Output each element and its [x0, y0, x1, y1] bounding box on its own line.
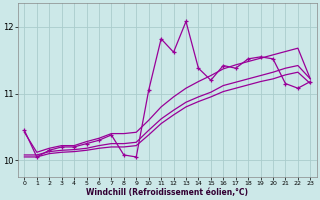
X-axis label: Windchill (Refroidissement éolien,°C): Windchill (Refroidissement éolien,°C): [86, 188, 248, 197]
